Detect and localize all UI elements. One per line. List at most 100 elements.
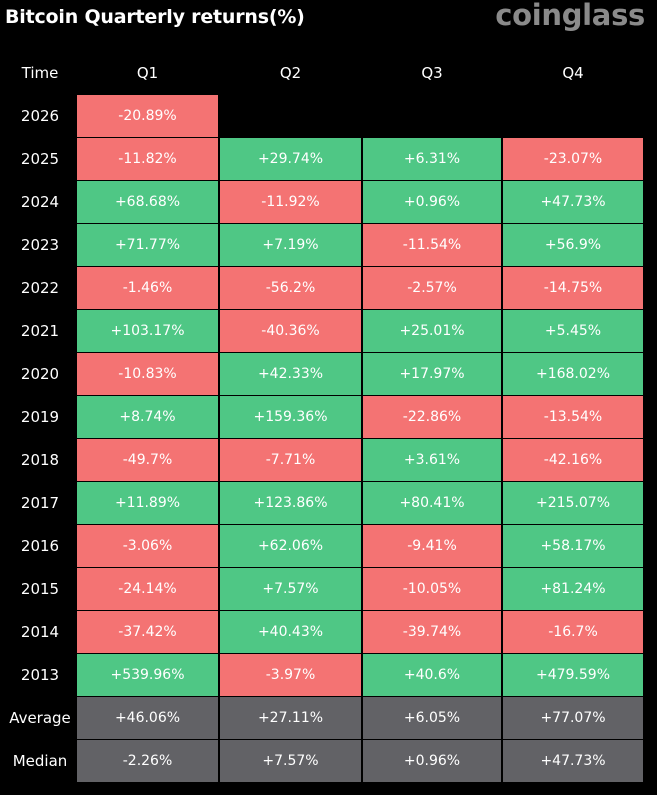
coinglass-logo: coinglass <box>495 0 645 32</box>
year-label: 2021 <box>20 322 60 340</box>
table-header-row: Time Q1 Q2 Q3 Q4 <box>0 52 645 95</box>
year-label: 2016 <box>20 537 60 555</box>
value-cell: +56.9% <box>503 224 643 266</box>
value-cell: +0.96% <box>363 181 501 223</box>
column-header-q1: Q1 <box>136 64 159 82</box>
column-header-q4: Q4 <box>562 64 584 82</box>
value-cell: +7.57% <box>220 740 361 782</box>
column-header-q3: Q3 <box>421 64 443 82</box>
value-cell: +479.59% <box>503 654 643 696</box>
table-row: 2014 -37.42% +40.43% -39.74% -16.7% <box>0 611 645 654</box>
value-cell: -10.83% <box>77 353 218 395</box>
value-cell: -39.74% <box>363 611 501 653</box>
table-row: 2017 +11.89% +123.86% +80.41% +215.07% <box>0 482 645 525</box>
value-cell: -14.75% <box>503 267 643 309</box>
year-label: 2018 <box>20 451 60 469</box>
value-cell: -40.36% <box>220 310 361 352</box>
value-cell: +168.02% <box>503 353 643 395</box>
value-cell: +25.01% <box>363 310 501 352</box>
value-cell: +81.24% <box>503 568 643 610</box>
value-cell: +7.19% <box>220 224 361 266</box>
value-cell: +71.77% <box>77 224 218 266</box>
value-cell: -24.14% <box>77 568 218 610</box>
value-cell: +539.96% <box>77 654 218 696</box>
value-cell: +77.07% <box>503 697 643 739</box>
value-cell: +8.74% <box>77 396 218 438</box>
value-cell: -3.06% <box>77 525 218 567</box>
table-row: 2021 +103.17% -40.36% +25.01% +5.45% <box>0 310 645 353</box>
value-cell: -42.16% <box>503 439 643 481</box>
table-row: 2015 -24.14% +7.57% -10.05% +81.24% <box>0 568 645 611</box>
value-cell: +6.05% <box>363 697 501 739</box>
value-cell: -10.05% <box>363 568 501 610</box>
year-label: 2017 <box>20 494 60 512</box>
table-row: 2013 +539.96% -3.97% +40.6% +479.59% <box>0 654 645 697</box>
value-cell: -7.71% <box>220 439 361 481</box>
value-cell: -13.54% <box>503 396 643 438</box>
value-cell: +47.73% <box>503 181 643 223</box>
table-row: 2023 +71.77% +7.19% -11.54% +56.9% <box>0 224 645 267</box>
value-cell: -37.42% <box>77 611 218 653</box>
year-label: 2014 <box>20 623 60 641</box>
year-label: 2026 <box>20 107 60 125</box>
value-cell: -22.86% <box>363 396 501 438</box>
table-row: 2016 -3.06% +62.06% -9.41% +58.17% <box>0 525 645 568</box>
returns-table: Time Q1 Q2 Q3 Q4 2026 -20.89% 2025 -11.82% +29.74… <box>0 52 645 783</box>
value-cell: -2.26% <box>77 740 218 782</box>
year-label: 2024 <box>20 193 60 211</box>
value-cell: +123.86% <box>220 482 361 524</box>
year-label: 2020 <box>20 365 60 383</box>
value-cell: -11.92% <box>220 181 361 223</box>
value-cell: +62.06% <box>220 525 361 567</box>
value-cell: +0.96% <box>363 740 501 782</box>
value-cell: +215.07% <box>503 482 643 524</box>
year-label: 2022 <box>20 279 60 297</box>
year-label: 2015 <box>20 580 60 598</box>
value-cell: +29.74% <box>220 138 361 180</box>
year-label: 2023 <box>20 236 60 254</box>
value-cell: +40.6% <box>363 654 501 696</box>
summary-label: Median <box>12 752 68 770</box>
value-cell: +5.45% <box>503 310 643 352</box>
value-cell: +46.06% <box>77 697 218 739</box>
value-cell: -11.54% <box>363 224 501 266</box>
value-cell: +42.33% <box>220 353 361 395</box>
value-cell: +3.61% <box>363 439 501 481</box>
chart-title: Bitcoin Quarterly returns(%) <box>5 6 305 28</box>
summary-row: Average +46.06% +27.11% +6.05% +77.07% <box>0 697 645 740</box>
value-cell: +159.36% <box>220 396 361 438</box>
table-row: 2025 -11.82% +29.74% +6.31% -23.07% <box>0 138 645 181</box>
value-cell: +47.73% <box>503 740 643 782</box>
value-cell: -16.7% <box>503 611 643 653</box>
summary-label: Average <box>9 709 71 727</box>
value-cell: +11.89% <box>77 482 218 524</box>
value-cell: -56.2% <box>220 267 361 309</box>
value-cell: -3.97% <box>220 654 361 696</box>
table-row: 2019 +8.74% +159.36% -22.86% -13.54% <box>0 396 645 439</box>
table-row: 2026 -20.89% <box>0 95 645 138</box>
column-header-q2: Q2 <box>279 64 302 82</box>
table-row: 2022 -1.46% -56.2% -2.57% -14.75% <box>0 267 645 310</box>
value-cell: -9.41% <box>363 525 501 567</box>
time-header: Time <box>21 64 59 82</box>
value-cell: -2.57% <box>363 267 501 309</box>
value-cell: +103.17% <box>77 310 218 352</box>
table-row: 2018 -49.7% -7.71% +3.61% -42.16% <box>0 439 645 482</box>
value-cell: +40.43% <box>220 611 361 653</box>
year-label: 2019 <box>20 408 60 426</box>
value-cell: -20.89% <box>77 95 218 137</box>
table-row: 2020 -10.83% +42.33% +17.97% +168.02% <box>0 353 645 396</box>
value-cell: +58.17% <box>503 525 643 567</box>
value-cell: +6.31% <box>363 138 501 180</box>
table-row: 2024 +68.68% -11.92% +0.96% +47.73% <box>0 181 645 224</box>
value-cell: -11.82% <box>77 138 218 180</box>
value-cell: +7.57% <box>220 568 361 610</box>
summary-row: Median -2.26% +7.57% +0.96% +47.73% <box>0 740 645 783</box>
value-cell: +80.41% <box>363 482 501 524</box>
value-cell: -49.7% <box>77 439 218 481</box>
year-label: 2025 <box>20 150 60 168</box>
value-cell: +27.11% <box>220 697 361 739</box>
value-cell: +17.97% <box>363 353 501 395</box>
year-label: 2013 <box>20 666 60 684</box>
value-cell: -23.07% <box>503 138 643 180</box>
